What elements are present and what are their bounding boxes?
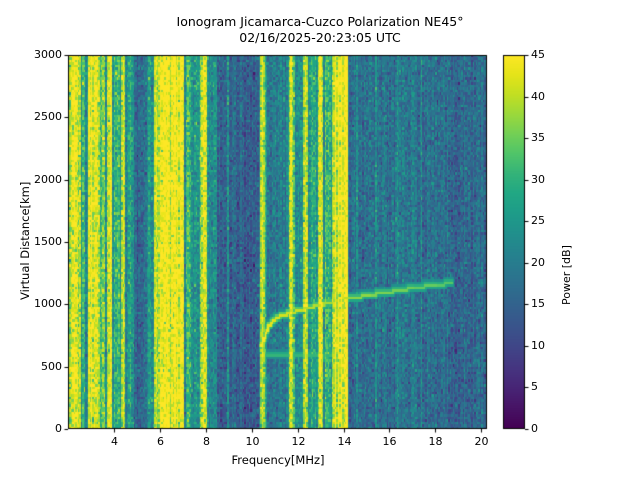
x-tick-label: 4	[111, 435, 118, 448]
colorbar-tick-label: 25	[531, 213, 545, 227]
y-tick-label: 1000	[34, 296, 62, 310]
colorbar-tick-label: 5	[531, 379, 538, 393]
y-tick-label: 500	[41, 359, 62, 373]
x-tick-label: 18	[428, 435, 443, 448]
x-tick-label: 8	[203, 435, 210, 448]
colorbar-tick-label: 35	[531, 130, 545, 144]
x-axis-label: Frequency[MHz]	[231, 453, 325, 467]
y-tick-label: 1500	[34, 234, 62, 248]
colorbar-tick-label: 20	[531, 255, 545, 269]
colorbar-tick-label: 15	[531, 296, 545, 310]
title-line-1: Ionogram Jicamarca-Cuzco Polarization NE…	[176, 14, 464, 29]
x-tick-label: 16	[382, 435, 397, 448]
x-tick-label: 20	[474, 435, 489, 448]
colorbar-tick-label: 30	[531, 172, 545, 186]
x-tick-label: 6	[157, 435, 164, 448]
x-tick-label: 10	[245, 435, 260, 448]
y-tick-label: 0	[55, 421, 62, 435]
colorbar-tick-label: 0	[531, 421, 538, 435]
colorbar-tick-label: 45	[531, 47, 545, 61]
x-tick-label: 14	[337, 435, 352, 448]
y-tick-label: 3000	[34, 47, 62, 61]
y-tick-label: 2000	[34, 172, 62, 186]
colorbar-label: Power [dB]	[560, 245, 573, 305]
y-tick-label: 2500	[34, 109, 62, 123]
figure-title: Ionogram Jicamarca-Cuzco Polarization NE…	[0, 14, 640, 45]
colorbar-tick-label: 10	[531, 338, 545, 352]
colorbar-tick-label: 40	[531, 89, 545, 103]
x-tick-label: 12	[291, 435, 306, 448]
title-line-2: 02/16/2025-20:23:05 UTC	[239, 29, 401, 45]
